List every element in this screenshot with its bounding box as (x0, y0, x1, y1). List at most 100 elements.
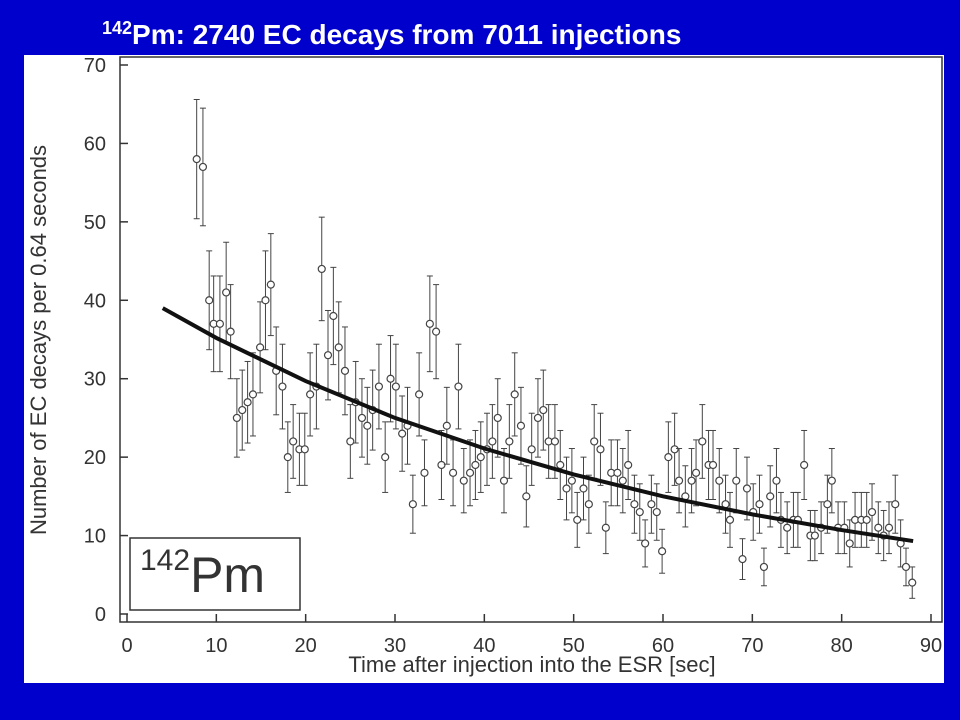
data-point (205, 296, 214, 305)
data-point (759, 562, 769, 572)
data-point (725, 515, 735, 524)
data-point (715, 476, 724, 485)
title-superscript: 142 (102, 18, 132, 38)
data-point (261, 296, 270, 305)
data-point (238, 405, 247, 415)
data-point (505, 437, 514, 446)
data-point (381, 453, 390, 462)
data-point (431, 327, 441, 336)
data-point (867, 507, 877, 517)
data-point (810, 531, 819, 540)
data-point (630, 500, 639, 509)
data-point (476, 453, 485, 462)
chart-title: 142Pm: 2740 EC decays from 7011 injectio… (102, 18, 681, 50)
inset-box (129, 537, 301, 611)
fit-curve (161, 306, 914, 544)
data-point (398, 429, 407, 438)
inset-superscript: 142 (140, 544, 190, 577)
data-point (415, 390, 424, 399)
data-point (226, 327, 235, 336)
data-point (408, 500, 417, 509)
data-point (698, 437, 707, 446)
data-point (527, 445, 536, 454)
x-tick-label: 30 (384, 635, 406, 657)
data-point (198, 162, 208, 172)
data-point (755, 500, 764, 509)
data-point (579, 484, 588, 493)
data-point (334, 343, 343, 352)
y-tick-label: 0 (95, 604, 106, 626)
y-tick-label: 60 (84, 133, 106, 155)
data-point (465, 468, 475, 477)
data-point (329, 311, 338, 321)
title-text: Pm: 2740 EC decays from 7011 injections (132, 19, 681, 50)
data-point (442, 421, 451, 430)
data-point (708, 460, 718, 470)
data-point (346, 437, 355, 446)
data-point (317, 264, 326, 274)
data-point (550, 437, 560, 446)
data-point (635, 507, 644, 517)
x-tick-label: 60 (652, 635, 674, 657)
data-point (823, 500, 832, 509)
y-tick-label: 20 (84, 447, 106, 469)
data-point (664, 453, 673, 462)
data-point (248, 390, 258, 399)
data-point (471, 460, 480, 470)
y-axis-label: Number of EC decays per 0.64 seconds (26, 145, 51, 535)
y-tick-label: 30 (84, 369, 106, 391)
data-point (567, 476, 576, 485)
data-point (499, 476, 509, 485)
data-point (618, 476, 627, 485)
data-point (283, 453, 292, 462)
x-tick-label: 10 (205, 635, 227, 657)
x-tick-label: 50 (563, 635, 585, 657)
data-point (454, 382, 463, 391)
data-point (562, 484, 571, 493)
data-point (437, 460, 446, 470)
data-point (215, 319, 225, 328)
data-point (766, 492, 775, 501)
data-point (884, 523, 894, 532)
data-point (539, 405, 548, 415)
data-point (891, 500, 900, 509)
data-point (800, 460, 809, 470)
data-point (874, 523, 883, 532)
y-tick-label: 50 (84, 212, 106, 234)
data-point (448, 468, 458, 477)
data-point (533, 413, 543, 423)
data-point (658, 547, 667, 556)
data-point (783, 523, 792, 532)
data-point (613, 468, 622, 477)
data-point (386, 374, 395, 383)
x-tick-label: 90 (920, 635, 942, 657)
data-point (624, 460, 633, 470)
data-point (306, 390, 315, 399)
data-point (300, 445, 309, 454)
x-tick-label: 70 (741, 635, 763, 657)
data-point (278, 382, 287, 391)
data-point (845, 539, 854, 548)
data-point (573, 515, 582, 524)
data-point (827, 476, 836, 485)
data-point (488, 437, 497, 446)
data-point (732, 476, 741, 485)
data-point (266, 280, 275, 289)
data-point (584, 500, 593, 509)
data-point (742, 484, 752, 493)
data-point (256, 343, 265, 352)
data-point (516, 421, 526, 430)
data-point (647, 500, 656, 509)
data-point (420, 468, 429, 477)
data-point (425, 319, 434, 328)
data-point (493, 413, 502, 423)
y-tick-label: 70 (84, 55, 106, 77)
data-point (522, 492, 531, 501)
data-point (340, 366, 350, 375)
plot-frame (119, 56, 943, 623)
data-point (862, 515, 871, 524)
x-tick-label: 80 (831, 635, 853, 657)
data-point (641, 539, 650, 548)
data-point (363, 421, 372, 430)
